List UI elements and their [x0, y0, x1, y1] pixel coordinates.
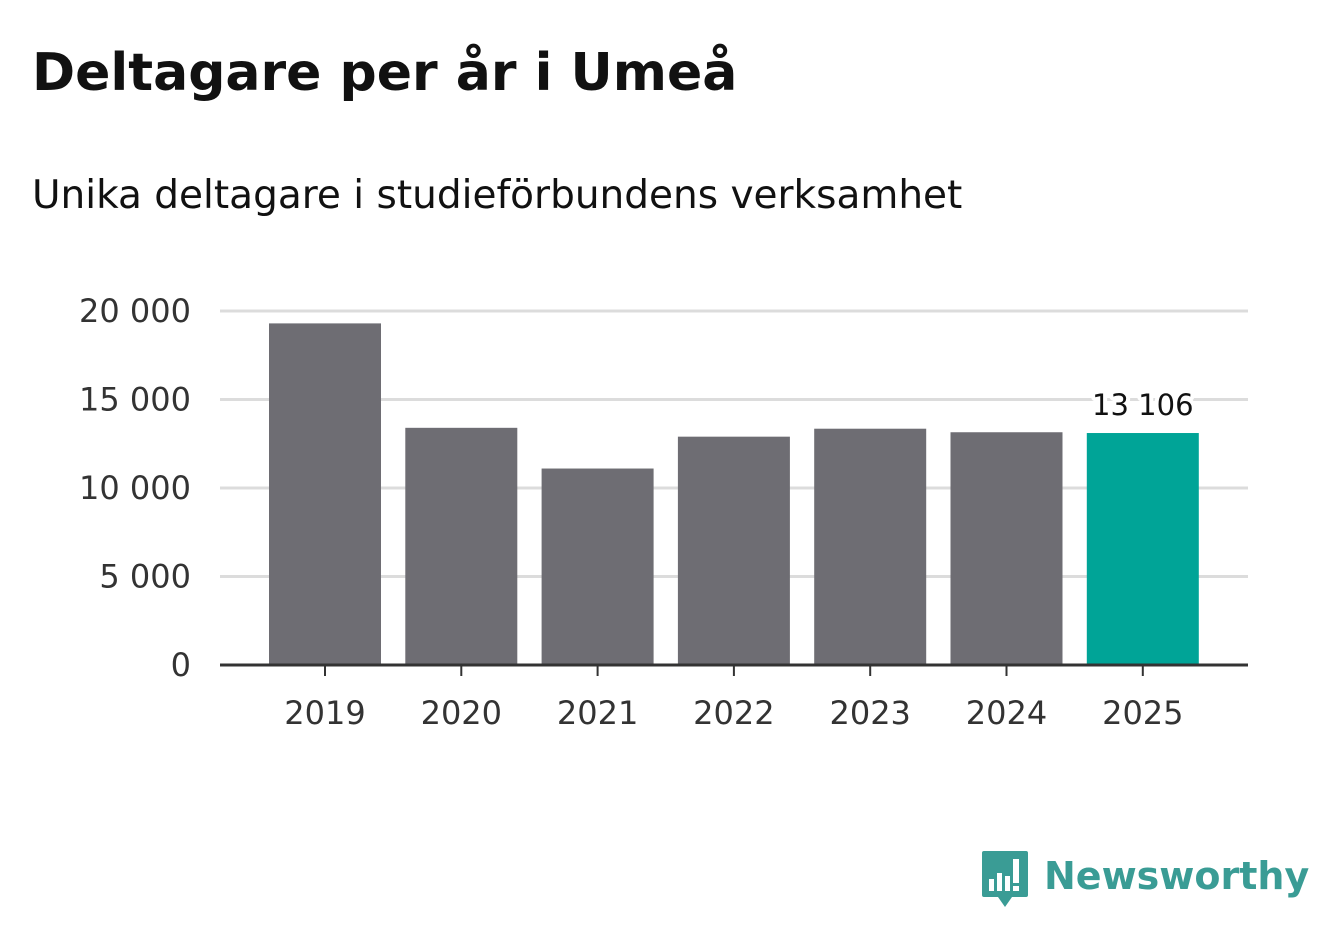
newsworthy-logo: Newsworthy — [980, 848, 1309, 910]
bar-2022 — [677, 436, 790, 665]
newsworthy-logo-icon — [982, 851, 1028, 907]
x-tick-label: 2022 — [693, 694, 774, 732]
x-tick-label: 2023 — [829, 694, 910, 732]
brand-name: Newsworthy — [1044, 854, 1310, 898]
bar-2019 — [269, 323, 381, 665]
x-tick-label: 2024 — [966, 694, 1047, 732]
y-tick-label: 20 000 — [79, 292, 191, 330]
x-tick-label: 2020 — [421, 694, 502, 732]
y-tick-label: 15 000 — [79, 381, 191, 419]
bar-2025 — [1086, 433, 1199, 665]
y-tick-label: 0 — [171, 646, 191, 684]
x-tick-label: 2019 — [284, 694, 365, 732]
bar-2023 — [814, 428, 927, 665]
chart-subtitle: Unika deltagare i studieförbundens verks… — [32, 173, 963, 218]
bar-2020 — [405, 427, 518, 665]
data-label-halo: 13 106 — [1092, 388, 1193, 422]
x-tick-label: 2021 — [557, 694, 638, 732]
y-tick-label: 10 000 — [79, 469, 191, 507]
bar-2024 — [950, 432, 1063, 665]
data-label: 13 106 — [1092, 388, 1193, 422]
y-tick-label: 5 000 — [99, 558, 191, 596]
bar-2021 — [541, 468, 654, 665]
x-tick-label: 2025 — [1102, 694, 1183, 732]
chart-title: Deltagare per år i Umeå — [32, 43, 738, 103]
